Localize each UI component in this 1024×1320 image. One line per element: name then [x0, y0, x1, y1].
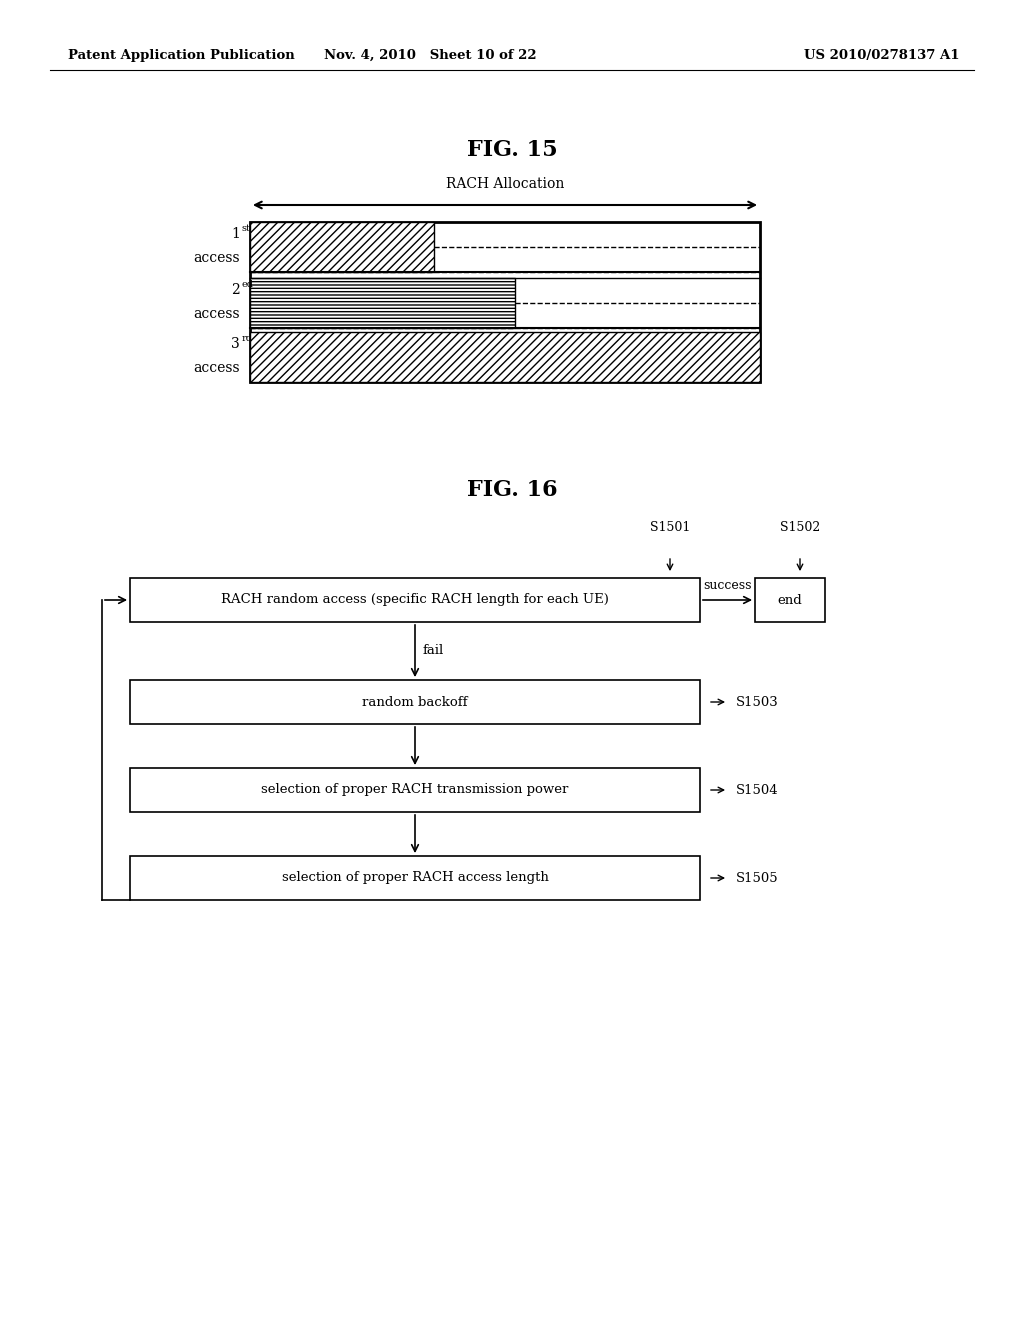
Text: RACH Allocation: RACH Allocation [445, 177, 564, 191]
Text: US 2010/0278137 A1: US 2010/0278137 A1 [805, 49, 961, 62]
Text: ed: ed [242, 280, 254, 289]
Bar [130, 578, 700, 622]
Bar [130, 768, 700, 812]
Bar [250, 333, 760, 381]
Bar [250, 222, 433, 272]
Text: Nov. 4, 2010   Sheet 10 of 22: Nov. 4, 2010 Sheet 10 of 22 [324, 49, 537, 62]
Text: access: access [194, 360, 240, 375]
Text: fail: fail [423, 644, 444, 657]
Text: 1: 1 [231, 227, 240, 242]
Text: RACH random access (specific RACH length for each UE): RACH random access (specific RACH length… [221, 594, 609, 606]
Text: rd: rd [242, 334, 253, 343]
Text: selection of proper RACH transmission power: selection of proper RACH transmission po… [261, 784, 568, 796]
Text: end: end [777, 594, 803, 606]
Bar [250, 222, 760, 381]
Text: st: st [242, 224, 251, 234]
Bar [130, 680, 700, 723]
Text: S1503: S1503 [736, 696, 778, 709]
Text: S1504: S1504 [736, 784, 778, 796]
Text: FIG. 15: FIG. 15 [467, 139, 557, 161]
Bar [250, 279, 515, 327]
Text: success: success [703, 579, 752, 591]
Bar [755, 578, 825, 622]
Text: Patent Application Publication: Patent Application Publication [68, 49, 295, 62]
Text: S1505: S1505 [736, 871, 778, 884]
Text: 3: 3 [231, 337, 240, 351]
Text: FIG. 16: FIG. 16 [467, 479, 557, 502]
Text: access: access [194, 251, 240, 265]
Text: access: access [194, 308, 240, 321]
Text: 2: 2 [231, 282, 240, 297]
Text: selection of proper RACH access length: selection of proper RACH access length [282, 871, 549, 884]
Text: S1502: S1502 [780, 521, 820, 535]
Bar [130, 855, 700, 900]
Text: S1501: S1501 [650, 521, 690, 535]
Text: random backoff: random backoff [362, 696, 468, 709]
